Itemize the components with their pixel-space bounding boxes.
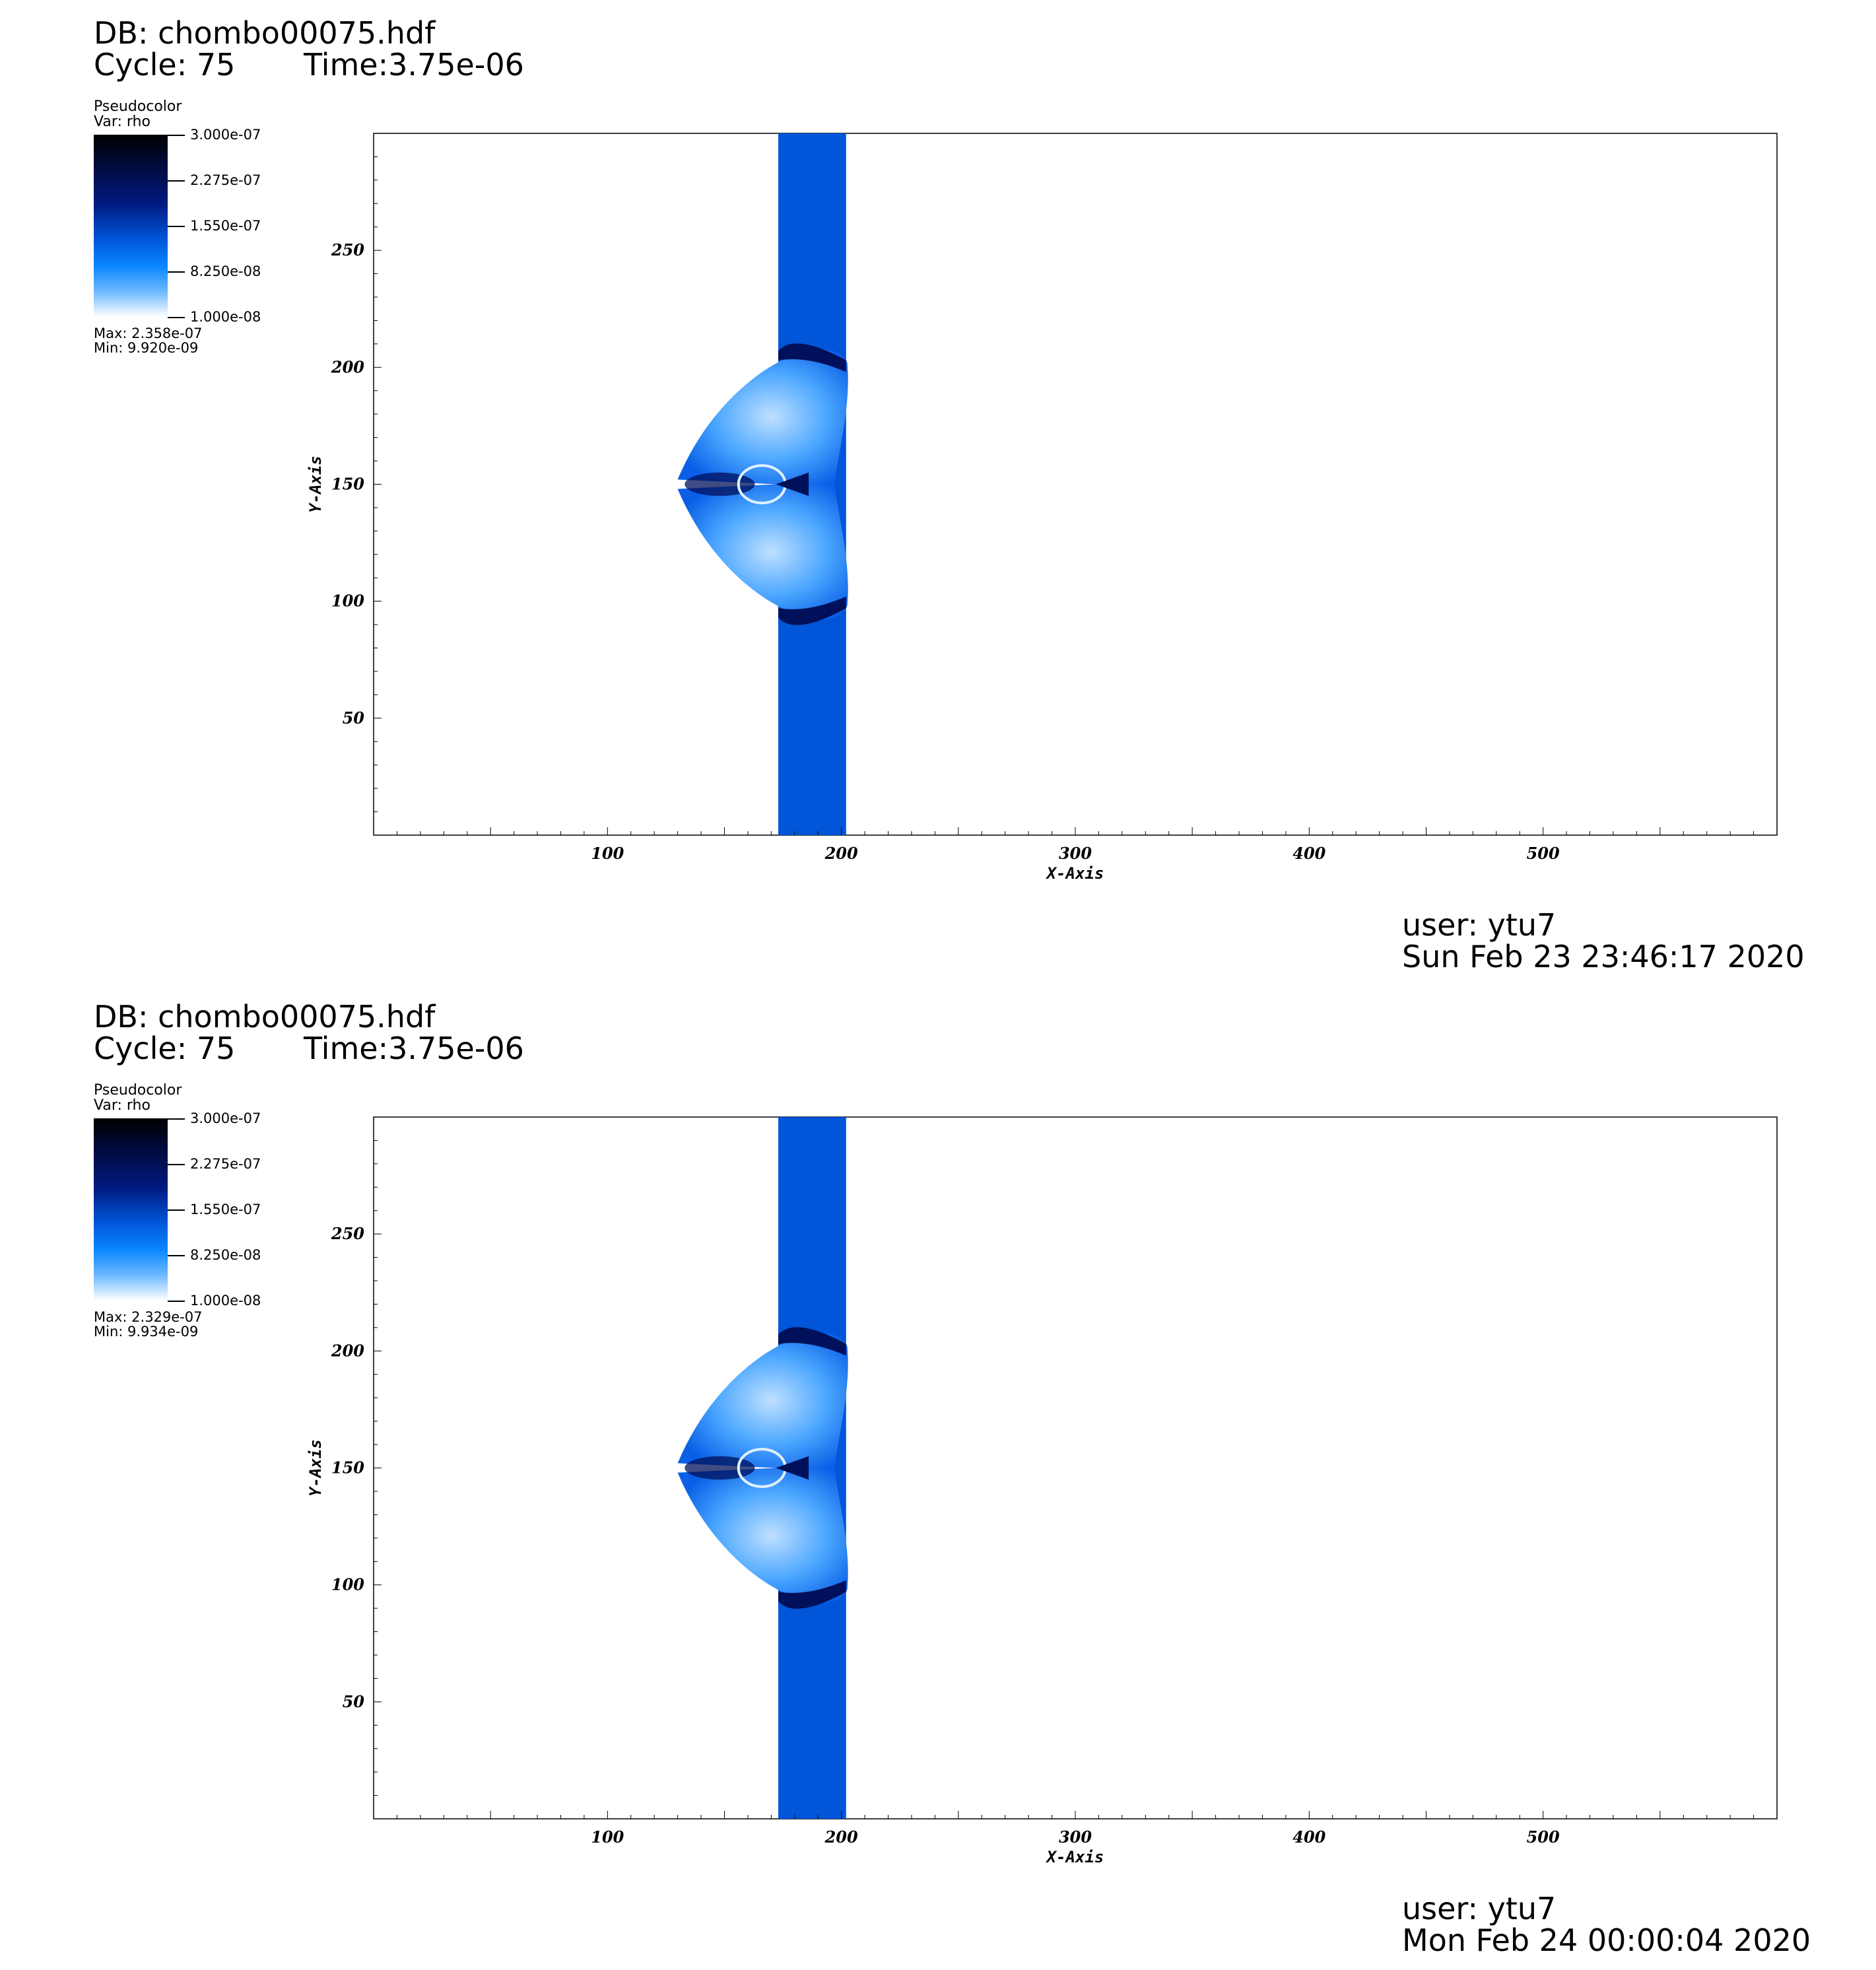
colorbar-tick bbox=[168, 226, 185, 227]
legend-variable: Var: rho bbox=[94, 114, 151, 130]
legend-variable: Var: rho bbox=[94, 1097, 151, 1114]
x-tick-label: 200 bbox=[824, 1827, 858, 1847]
colorbar-label: 3.000e-07 bbox=[190, 1110, 261, 1126]
colorbar-label: 2.275e-07 bbox=[190, 172, 261, 188]
y-tick-label: 50 bbox=[343, 708, 365, 728]
bow-shock-upper bbox=[677, 1333, 848, 1468]
axis-ticks bbox=[374, 1139, 1755, 1819]
user-label: user: ytu7 bbox=[1402, 1891, 1557, 1926]
core-filament bbox=[685, 1456, 755, 1480]
x-axis-title: X-Axis bbox=[1046, 1848, 1104, 1866]
plot-area bbox=[373, 133, 1778, 836]
cycle-label: Cycle: 75 bbox=[94, 47, 236, 83]
legend-min: Min: 9.934e-09 bbox=[94, 1324, 199, 1340]
x-tick-label: 100 bbox=[591, 844, 624, 863]
colorbar-tick bbox=[168, 1209, 185, 1211]
colorbar-tick bbox=[168, 317, 185, 318]
legend-plot-type: Pseudocolor bbox=[94, 98, 182, 115]
pseudocolor-plot: 100 200 300 400 500 50 100 150 200 250 X-Axis Y-Axi… bbox=[306, 133, 1778, 883]
colorbar-label: 1.000e-08 bbox=[190, 1293, 261, 1308]
x-tick-label: 500 bbox=[1527, 844, 1560, 863]
legend-max: Max: 2.329e-07 bbox=[94, 1309, 203, 1325]
colorbar-tick bbox=[168, 180, 185, 182]
time-label: Time:3.75e-06 bbox=[304, 47, 524, 83]
legend-title: Pseudocolor Var: rho bbox=[94, 99, 182, 129]
y-tick-label: 50 bbox=[343, 1692, 365, 1711]
dense-cap-upper bbox=[778, 343, 846, 372]
x-tick-label: 300 bbox=[1059, 844, 1092, 863]
colorbar-tick bbox=[168, 1118, 185, 1120]
core-filament bbox=[685, 472, 755, 496]
colorbar-label: 8.250e-08 bbox=[190, 1247, 261, 1263]
plot-area bbox=[373, 1116, 1778, 1819]
pseudocolor-plot: 100 200 300 400 500 50 100 150 200 250 X-Axis Y-Axi… bbox=[306, 1116, 1778, 1866]
x-axis-title: X-Axis bbox=[1046, 864, 1104, 883]
dense-cap-lower bbox=[778, 1580, 846, 1609]
x-tick-label: 400 bbox=[1292, 844, 1325, 863]
colorbar bbox=[94, 1118, 168, 1301]
colorbar-tick bbox=[168, 1255, 185, 1256]
x-tick-label: 200 bbox=[824, 844, 858, 863]
y-tick-label: 150 bbox=[331, 475, 364, 494]
colorbar-label: 8.250e-08 bbox=[190, 263, 261, 279]
legend-max: Max: 2.358e-07 bbox=[94, 325, 203, 341]
colorbar-tick bbox=[168, 1164, 185, 1165]
colorbar-label: 1.000e-08 bbox=[190, 309, 261, 325]
y-axis-title: Y-Axis bbox=[306, 1439, 325, 1497]
x-tick-label: 400 bbox=[1292, 1827, 1325, 1847]
bow-shock-upper bbox=[677, 349, 848, 485]
x-tick-label: 300 bbox=[1059, 1827, 1092, 1847]
database-label: DB: chombo00075.hdf bbox=[94, 15, 436, 51]
date-label: Mon Feb 24 00:00:04 2020 bbox=[1402, 1922, 1811, 1958]
time-label: Time:3.75e-06 bbox=[304, 1031, 524, 1066]
cycle-label: Cycle: 75 bbox=[94, 1031, 236, 1066]
dense-cap-upper bbox=[778, 1327, 846, 1356]
y-tick-label: 250 bbox=[331, 1224, 364, 1243]
colorbar-tick bbox=[168, 1301, 185, 1302]
colorbar-tick bbox=[168, 135, 185, 136]
x-tick-label: 100 bbox=[591, 1827, 624, 1847]
plot-panel-2: DB: chombo00075.hdf Cycle: 75 Time:3.75e… bbox=[0, 984, 1876, 1967]
colorbar bbox=[94, 135, 168, 317]
dense-cap-lower bbox=[778, 596, 846, 625]
y-tick-label: 150 bbox=[331, 1458, 364, 1478]
bow-shock-lower bbox=[677, 484, 848, 619]
y-tick-label: 100 bbox=[331, 592, 364, 611]
date-label: Sun Feb 23 23:46:17 2020 bbox=[1402, 939, 1805, 974]
x-tick-label: 500 bbox=[1527, 1827, 1560, 1847]
colorbar-label: 2.275e-07 bbox=[190, 1156, 261, 1172]
axis-ticks bbox=[374, 156, 1755, 835]
colorbar-tick bbox=[168, 271, 185, 273]
colorbar-label: 1.550e-07 bbox=[190, 1202, 261, 1217]
y-axis-title: Y-Axis bbox=[306, 456, 325, 513]
y-tick-label: 200 bbox=[331, 1341, 364, 1360]
colorbar-label: 3.000e-07 bbox=[190, 127, 261, 143]
bow-shock-lower bbox=[677, 1468, 848, 1603]
legend-min: Min: 9.920e-09 bbox=[94, 340, 199, 356]
legend-title: Pseudocolor Var: rho bbox=[94, 1083, 182, 1113]
database-label: DB: chombo00075.hdf bbox=[94, 999, 436, 1035]
colorbar-label: 1.550e-07 bbox=[190, 218, 261, 234]
core-wedge bbox=[776, 472, 809, 496]
y-tick-label: 100 bbox=[331, 1575, 364, 1594]
legend-plot-type: Pseudocolor bbox=[94, 1082, 182, 1099]
core-wedge bbox=[776, 1456, 809, 1480]
y-tick-label: 200 bbox=[331, 357, 364, 376]
plot-panel-1: DB: chombo00075.hdf Cycle: 75 Time:3.75e… bbox=[0, 0, 1876, 984]
user-label: user: ytu7 bbox=[1402, 907, 1557, 943]
y-tick-label: 250 bbox=[331, 240, 364, 259]
